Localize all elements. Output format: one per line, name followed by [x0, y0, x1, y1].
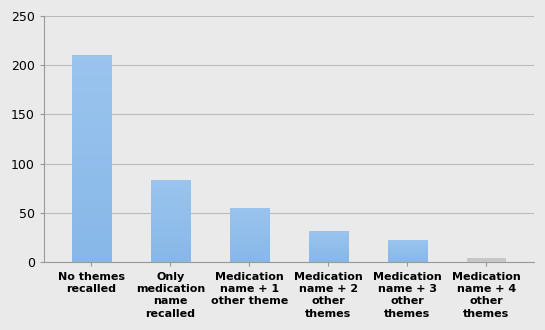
Bar [387, 240, 427, 262]
Bar [308, 231, 348, 262]
Bar [72, 55, 111, 262]
Bar [467, 258, 506, 262]
Bar [150, 180, 190, 262]
Bar [467, 258, 506, 262]
Bar [229, 209, 269, 262]
